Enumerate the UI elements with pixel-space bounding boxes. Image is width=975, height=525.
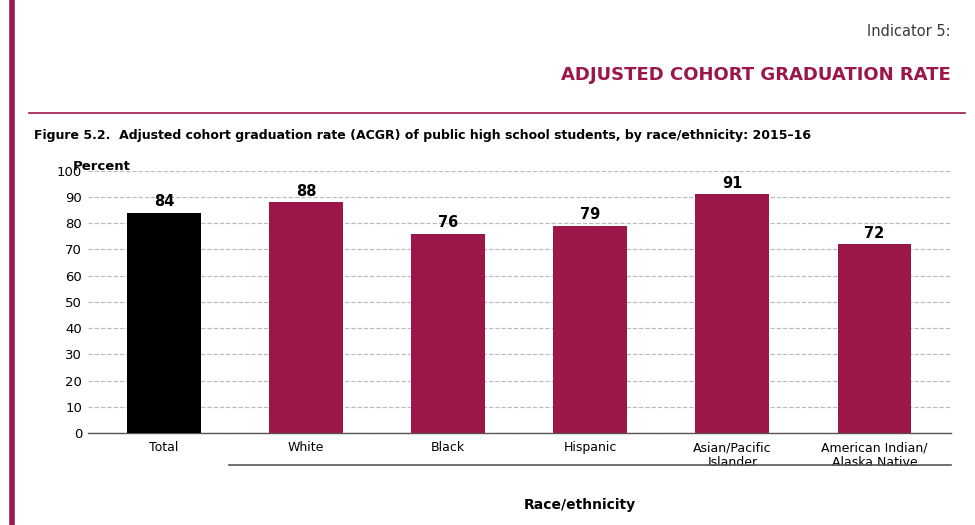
- Bar: [838, 244, 912, 433]
- Text: ADJUSTED COHORT GRADUATION RATE: ADJUSTED COHORT GRADUATION RATE: [561, 66, 951, 83]
- Text: Race/ethnicity: Race/ethnicity: [525, 498, 636, 512]
- Bar: [127, 213, 201, 433]
- Text: 79: 79: [580, 207, 601, 223]
- Text: 88: 88: [295, 184, 316, 198]
- Bar: [411, 234, 486, 433]
- Text: 76: 76: [438, 215, 458, 230]
- Bar: [553, 226, 627, 433]
- Text: 91: 91: [722, 176, 743, 191]
- Text: Percent: Percent: [73, 160, 131, 173]
- Bar: [269, 202, 343, 433]
- Bar: [695, 194, 769, 433]
- Text: Figure 5.2.  Adjusted cohort graduation rate (ACGR) of public high school studen: Figure 5.2. Adjusted cohort graduation r…: [34, 129, 811, 142]
- Text: Indicator 5:: Indicator 5:: [867, 24, 951, 39]
- Text: 72: 72: [864, 226, 884, 240]
- Text: 84: 84: [154, 194, 175, 209]
